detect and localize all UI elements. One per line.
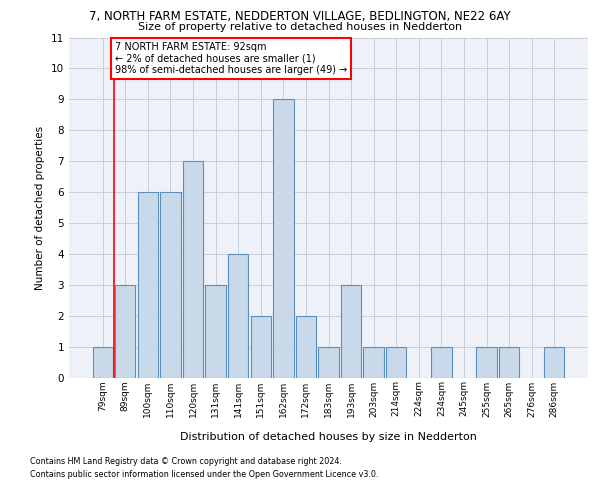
- Bar: [499, 346, 519, 378]
- Bar: [183, 161, 203, 378]
- Bar: [341, 285, 361, 378]
- Bar: [115, 285, 136, 378]
- Text: 7 NORTH FARM ESTATE: 92sqm
← 2% of detached houses are smaller (1)
98% of semi-d: 7 NORTH FARM ESTATE: 92sqm ← 2% of detac…: [115, 42, 347, 76]
- Bar: [205, 285, 226, 378]
- Bar: [228, 254, 248, 378]
- Bar: [364, 346, 384, 378]
- Text: Size of property relative to detached houses in Nedderton: Size of property relative to detached ho…: [138, 22, 462, 32]
- Text: 7, NORTH FARM ESTATE, NEDDERTON VILLAGE, BEDLINGTON, NE22 6AY: 7, NORTH FARM ESTATE, NEDDERTON VILLAGE,…: [89, 10, 511, 23]
- Bar: [138, 192, 158, 378]
- Bar: [92, 346, 113, 378]
- Text: Contains public sector information licensed under the Open Government Licence v3: Contains public sector information licen…: [30, 470, 379, 479]
- Y-axis label: Number of detached properties: Number of detached properties: [35, 126, 46, 290]
- Bar: [386, 346, 406, 378]
- Bar: [319, 346, 338, 378]
- Bar: [544, 346, 565, 378]
- Text: Distribution of detached houses by size in Nedderton: Distribution of detached houses by size …: [181, 432, 477, 442]
- Bar: [160, 192, 181, 378]
- Text: Contains HM Land Registry data © Crown copyright and database right 2024.: Contains HM Land Registry data © Crown c…: [30, 458, 342, 466]
- Bar: [251, 316, 271, 378]
- Bar: [431, 346, 452, 378]
- Bar: [273, 100, 293, 378]
- Bar: [476, 346, 497, 378]
- Bar: [296, 316, 316, 378]
